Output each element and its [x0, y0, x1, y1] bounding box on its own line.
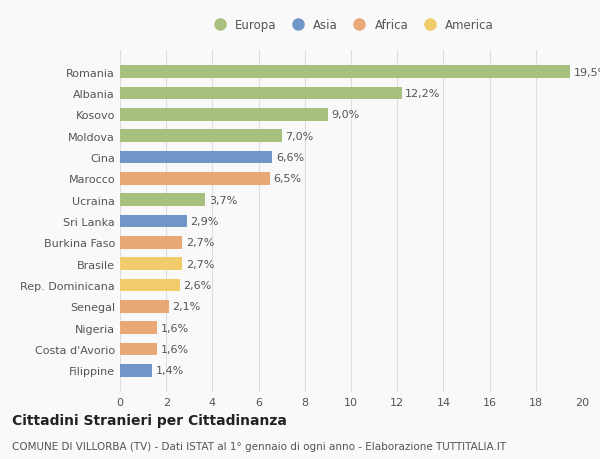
Bar [120, 130, 282, 143]
Bar [120, 300, 169, 313]
Text: 6,6%: 6,6% [276, 152, 304, 162]
Bar [120, 257, 182, 270]
Text: 19,5%: 19,5% [574, 67, 600, 78]
Bar [120, 279, 180, 292]
Text: 6,5%: 6,5% [274, 174, 302, 184]
Text: 1,6%: 1,6% [160, 323, 188, 333]
Bar [120, 364, 152, 377]
Text: 12,2%: 12,2% [405, 89, 440, 99]
Text: 1,6%: 1,6% [160, 344, 188, 354]
Bar [120, 66, 571, 79]
Bar [120, 173, 270, 185]
Bar [120, 87, 402, 100]
Bar [120, 151, 272, 164]
Text: 2,1%: 2,1% [172, 302, 200, 312]
Text: 7,0%: 7,0% [285, 131, 313, 141]
Text: Cittadini Stranieri per Cittadinanza: Cittadini Stranieri per Cittadinanza [12, 413, 287, 427]
Text: 1,4%: 1,4% [156, 365, 184, 375]
Bar [120, 194, 205, 207]
Text: 2,6%: 2,6% [184, 280, 212, 291]
Text: 2,9%: 2,9% [190, 217, 219, 226]
Bar [120, 215, 187, 228]
Bar [120, 236, 182, 249]
Text: 2,7%: 2,7% [186, 238, 214, 248]
Text: COMUNE DI VILLORBA (TV) - Dati ISTAT al 1° gennaio di ogni anno - Elaborazione T: COMUNE DI VILLORBA (TV) - Dati ISTAT al … [12, 441, 506, 451]
Text: 2,7%: 2,7% [186, 259, 214, 269]
Text: 3,7%: 3,7% [209, 195, 237, 205]
Bar [120, 109, 328, 121]
Legend: Europa, Asia, Africa, America: Europa, Asia, Africa, America [208, 19, 494, 32]
Bar [120, 322, 157, 334]
Text: 9,0%: 9,0% [331, 110, 359, 120]
Bar [120, 343, 157, 356]
